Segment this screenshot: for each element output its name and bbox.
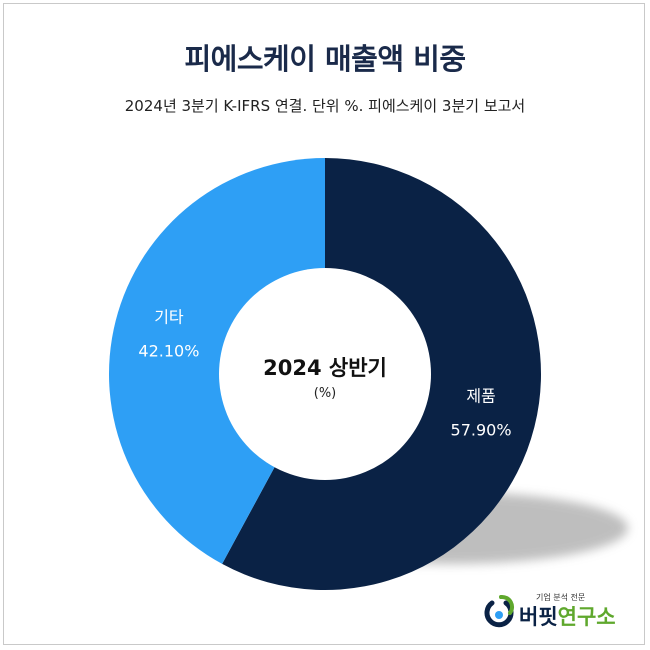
logo-tagline: 기업 분석 전문 bbox=[536, 592, 585, 602]
logo-name-part2: 연구소 bbox=[558, 605, 616, 629]
slice-value-1: 42.10% bbox=[138, 341, 199, 360]
logo-icon bbox=[484, 594, 514, 628]
center-sublabel: (%) bbox=[314, 386, 337, 401]
chart-subtitle: 2024년 3분기 K-IFRS 연결. 단위 %. 피에스케이 3분기 보고서 bbox=[124, 97, 526, 115]
slice-label-1: 기타 bbox=[154, 307, 184, 326]
chart-title: 피에스케이 매출액 비중 bbox=[184, 42, 467, 76]
slice-value-0: 57.90% bbox=[451, 421, 512, 440]
svg-text:버핏연구소: 버핏연구소 bbox=[519, 605, 616, 629]
buffett-lab-logo: 기업 분석 전문 버핏연구소 bbox=[484, 592, 616, 629]
logo-name-part1: 버핏 bbox=[519, 605, 558, 629]
donut-hole bbox=[219, 268, 431, 480]
slice-label-0: 제품 bbox=[466, 387, 495, 406]
center-label: 2024 상반기 bbox=[263, 356, 387, 380]
